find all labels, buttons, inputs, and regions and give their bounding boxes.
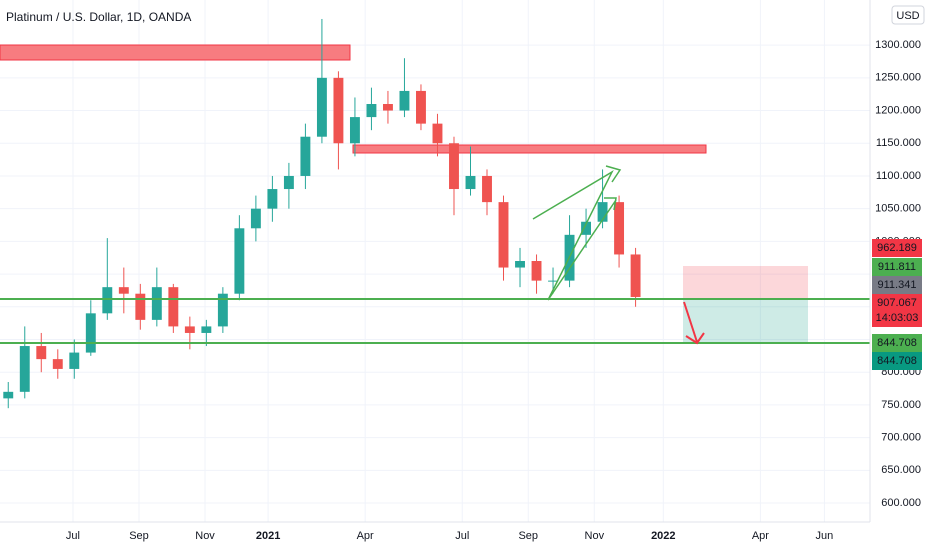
resistance-zone [352, 144, 707, 154]
x-tick-label: 2022 [651, 530, 675, 542]
wedge-line [547, 199, 617, 301]
y-tick-label: 1050.000 [875, 203, 921, 215]
y-tick-label: 1100.000 [876, 170, 921, 182]
candle-body [333, 77, 344, 144]
price-tag [872, 239, 922, 257]
x-tick-label: Jul [66, 530, 80, 542]
price-tag [872, 294, 922, 327]
candle-body [36, 346, 47, 360]
candle-body [300, 136, 311, 176]
candle-body [283, 175, 294, 190]
x-tick-label: Apr [357, 530, 374, 542]
x-tick-label: 2021 [256, 530, 280, 542]
price-tag-label: 907.067 [877, 297, 917, 309]
y-tick-label: 750.000 [881, 399, 921, 411]
candle-body [151, 287, 162, 320]
x-tick-label: Nov [195, 530, 215, 542]
countdown: 14:03:03 [876, 312, 919, 324]
candle-body [581, 221, 592, 235]
candle-body [52, 359, 63, 369]
candle-body [69, 352, 80, 369]
candles [3, 18, 641, 409]
candle-body [184, 326, 195, 333]
candle-body [3, 391, 14, 399]
x-tick-label: Apr [752, 530, 769, 542]
candle-body [267, 189, 278, 209]
price-tag [872, 334, 922, 352]
y-tick-label: 1200.000 [875, 104, 921, 116]
price-tag [872, 276, 922, 294]
candle-body [250, 208, 261, 229]
candle-body [85, 313, 96, 353]
resistance-zone [0, 44, 351, 61]
y-tick-label: 1150.000 [876, 137, 921, 149]
price-tag-label: 911.811 [878, 261, 916, 273]
candle-body [316, 77, 327, 137]
x-tick-label: Jun [816, 530, 834, 542]
candle-body [548, 280, 558, 282]
price-tag-label: 844.708 [877, 355, 917, 367]
candle-body [399, 90, 410, 111]
x-tick-label: Jul [455, 530, 469, 542]
candle-body [382, 104, 393, 111]
candle-body [432, 123, 443, 144]
candle-body [597, 202, 608, 222]
arrow-head [685, 332, 705, 345]
candle-body [630, 254, 641, 297]
candle-body [201, 326, 212, 333]
price-tag [872, 258, 922, 276]
arrow-head [604, 197, 617, 211]
candle-body [19, 346, 30, 392]
arrow-head [605, 165, 622, 183]
stop-zone [683, 266, 808, 299]
y-tick-label: 1250.000 [875, 72, 921, 84]
candle-body [416, 90, 426, 124]
price-tag-label: 911.341 [878, 279, 917, 291]
target-zone [683, 299, 808, 343]
candle-body [135, 293, 146, 320]
x-tick-label: Sep [518, 530, 538, 542]
y-tick-label: 1300.000 [875, 39, 921, 51]
candle-body [349, 117, 360, 144]
y-tick-label: 600.000 [881, 497, 921, 509]
currency[interactable]: USD [896, 10, 919, 22]
candle-body [482, 175, 492, 203]
candle-body [531, 261, 542, 281]
candle-body [366, 104, 377, 118]
grid [0, 0, 870, 522]
candle-body [217, 293, 228, 327]
candle-body [234, 228, 245, 294]
candle-body [465, 175, 476, 190]
currency-button[interactable] [891, 5, 925, 25]
chart-title: Platinum / U.S. Dollar, 1D, OANDA [6, 10, 191, 24]
candle-body [449, 143, 459, 190]
wedge-line [532, 170, 614, 301]
price-tag-label: 844.708 [877, 337, 917, 349]
candle-body [102, 287, 113, 314]
candle-body [498, 202, 509, 268]
candle-body [614, 202, 625, 255]
axis-labels: 600.000650.000700.000750.000800.000850.0… [66, 39, 922, 542]
candle-body [118, 287, 129, 294]
down-arrow [683, 301, 698, 343]
y-tick-label: 700.000 [881, 432, 921, 444]
price-tag [872, 352, 922, 370]
price-tag-label: 962.189 [877, 242, 917, 254]
candle-body [515, 261, 525, 268]
candle-body [168, 287, 179, 327]
x-tick-label: Nov [585, 530, 605, 542]
y-tick-label: 650.000 [881, 464, 921, 476]
x-tick-label: Sep [129, 530, 149, 542]
